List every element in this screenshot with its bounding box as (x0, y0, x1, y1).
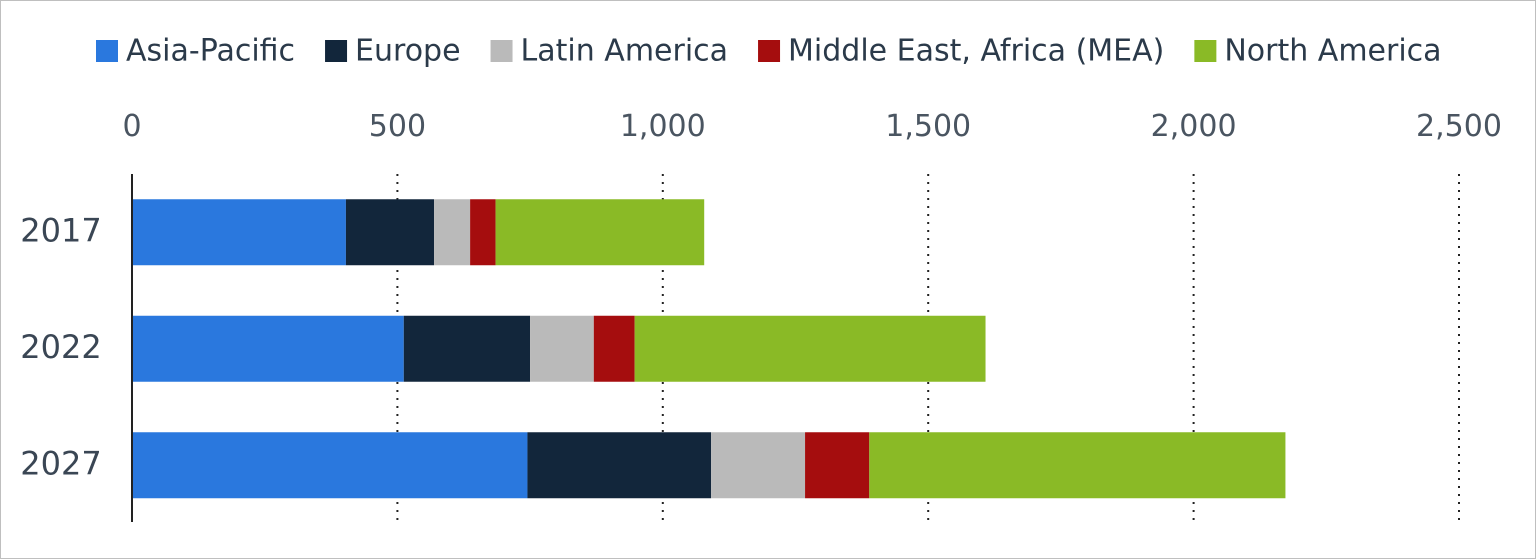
x-tick-label-3: 1,500 (885, 109, 971, 144)
bar-2017-2 (434, 199, 471, 266)
legend-swatch-3 (758, 40, 781, 62)
legend-swatch-2 (490, 40, 513, 62)
y-axis-categories: 2017 2022 2027 (20, 211, 101, 482)
legend-label-2: Latin America (521, 34, 729, 69)
legend-swatch-0 (96, 40, 118, 62)
bar-2027-1 (527, 432, 712, 499)
bar-2017-0 (132, 199, 346, 266)
bars (132, 199, 1286, 499)
legend: Asia-Pacific Europe Latin America Middle Ea… (96, 34, 1442, 69)
x-axis-ticks: 0 500 1,000 1,500 2,000 2,500 (122, 109, 1501, 144)
legend-label-3: Middle East, Africa (MEA) (788, 34, 1164, 69)
bar-2017-1 (345, 199, 435, 266)
bar-2022-2 (530, 315, 594, 382)
bar-2022-3 (593, 315, 635, 382)
legend-label-1: Europe (355, 34, 461, 69)
bar-2027-2 (711, 432, 806, 499)
x-tick-label-1: 500 (369, 109, 426, 144)
category-label-2: 2027 (20, 444, 101, 482)
bar-2017-4 (495, 199, 705, 266)
x-tick-label-4: 2,000 (1151, 109, 1237, 144)
category-label-0: 2017 (20, 211, 101, 249)
x-tick-label-5: 2,500 (1416, 109, 1502, 144)
x-tick-label-0: 0 (122, 109, 141, 144)
bar-2022-4 (634, 315, 986, 382)
bar-2027-3 (805, 432, 870, 499)
legend-swatch-1 (325, 40, 348, 62)
bar-2027-0 (132, 432, 528, 499)
bar-2027-4 (869, 432, 1286, 499)
bar-2022-1 (403, 315, 531, 382)
legend-label-0: Asia-Pacific (126, 34, 295, 69)
legend-swatch-4 (1194, 40, 1217, 62)
x-tick-label-2: 1,000 (620, 109, 706, 144)
category-label-1: 2022 (20, 328, 101, 366)
bar-2017-3 (470, 199, 496, 266)
bar-2022-0 (132, 315, 404, 382)
legend-label-4: North America (1224, 34, 1441, 69)
